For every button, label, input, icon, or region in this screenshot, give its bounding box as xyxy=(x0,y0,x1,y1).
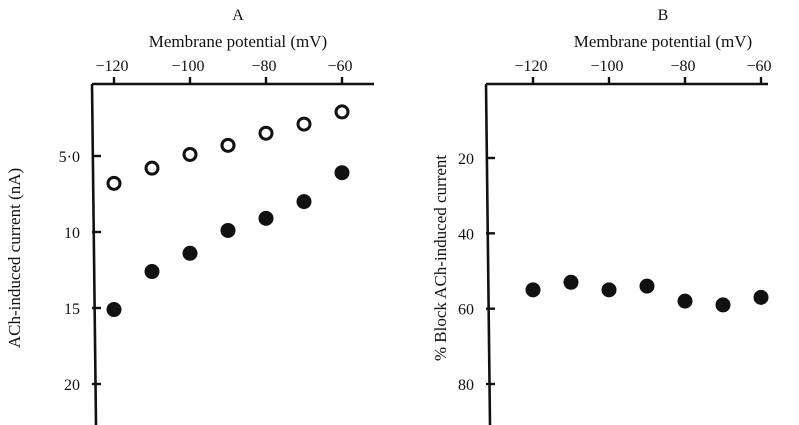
y-axis-line xyxy=(484,83,492,425)
filled-circle-point xyxy=(220,222,236,238)
filled-circle-point xyxy=(144,264,160,280)
y-tick-label: 40 xyxy=(458,226,474,243)
panel-label: A xyxy=(232,7,244,24)
filled-circle-point xyxy=(182,245,198,261)
y-tick-label: 20 xyxy=(458,151,474,168)
x-tick-label: −80 xyxy=(251,58,276,75)
open-circle-point xyxy=(182,146,198,162)
y-tick-label: 10 xyxy=(64,225,80,242)
filled-circle-point xyxy=(334,165,350,181)
y-axis-title: ACh-induced current (nA) xyxy=(5,168,24,348)
filled-circle-point xyxy=(715,297,731,313)
open-circle-point xyxy=(334,104,350,120)
filled-circle-point xyxy=(753,289,769,305)
y-tick-label: 5·0 xyxy=(59,149,80,166)
y-tick-label: 15 xyxy=(64,301,80,318)
filled-circle-point xyxy=(563,274,579,290)
x-tick-label: −60 xyxy=(746,58,771,75)
x-axis-title: Membrane potential (mV) xyxy=(149,32,327,51)
open-circle-point xyxy=(296,116,312,132)
x-tick-label: −120 xyxy=(95,58,128,75)
filled-circle-point xyxy=(106,302,122,318)
y-axis-line xyxy=(90,83,98,425)
open-circle-point xyxy=(258,125,274,141)
x-tick-label: −100 xyxy=(590,58,623,75)
x-tick-label: −100 xyxy=(171,58,204,75)
filled-circle-point xyxy=(258,210,274,226)
filled-circle-point xyxy=(296,194,312,210)
open-circle-point xyxy=(144,160,160,176)
y-tick-label: 80 xyxy=(458,377,474,394)
y-axis-title: % Block ACh-induced current xyxy=(431,155,450,362)
y-tick-label: 60 xyxy=(458,302,474,319)
filled-circle-point xyxy=(677,293,693,309)
filled-circle-point xyxy=(525,282,541,298)
panel-label: B xyxy=(658,7,669,24)
panel-b: B Membrane potential (mV) −120 −100 −80 −60 20… xyxy=(431,7,772,425)
y-tick-label: 20 xyxy=(64,377,80,394)
filled-circle-point xyxy=(601,282,617,298)
panel-a: A Membrane potential (mV) −120 −100 −80 −60 5·… xyxy=(5,7,374,425)
x-tick-label: −60 xyxy=(327,58,352,75)
x-tick-label: −120 xyxy=(514,58,547,75)
open-circle-point xyxy=(220,137,236,153)
filled-circle-point xyxy=(639,278,655,294)
x-tick-label: −80 xyxy=(670,58,695,75)
x-axis-title: Membrane potential (mV) xyxy=(574,32,752,51)
open-circle-point xyxy=(106,175,122,191)
